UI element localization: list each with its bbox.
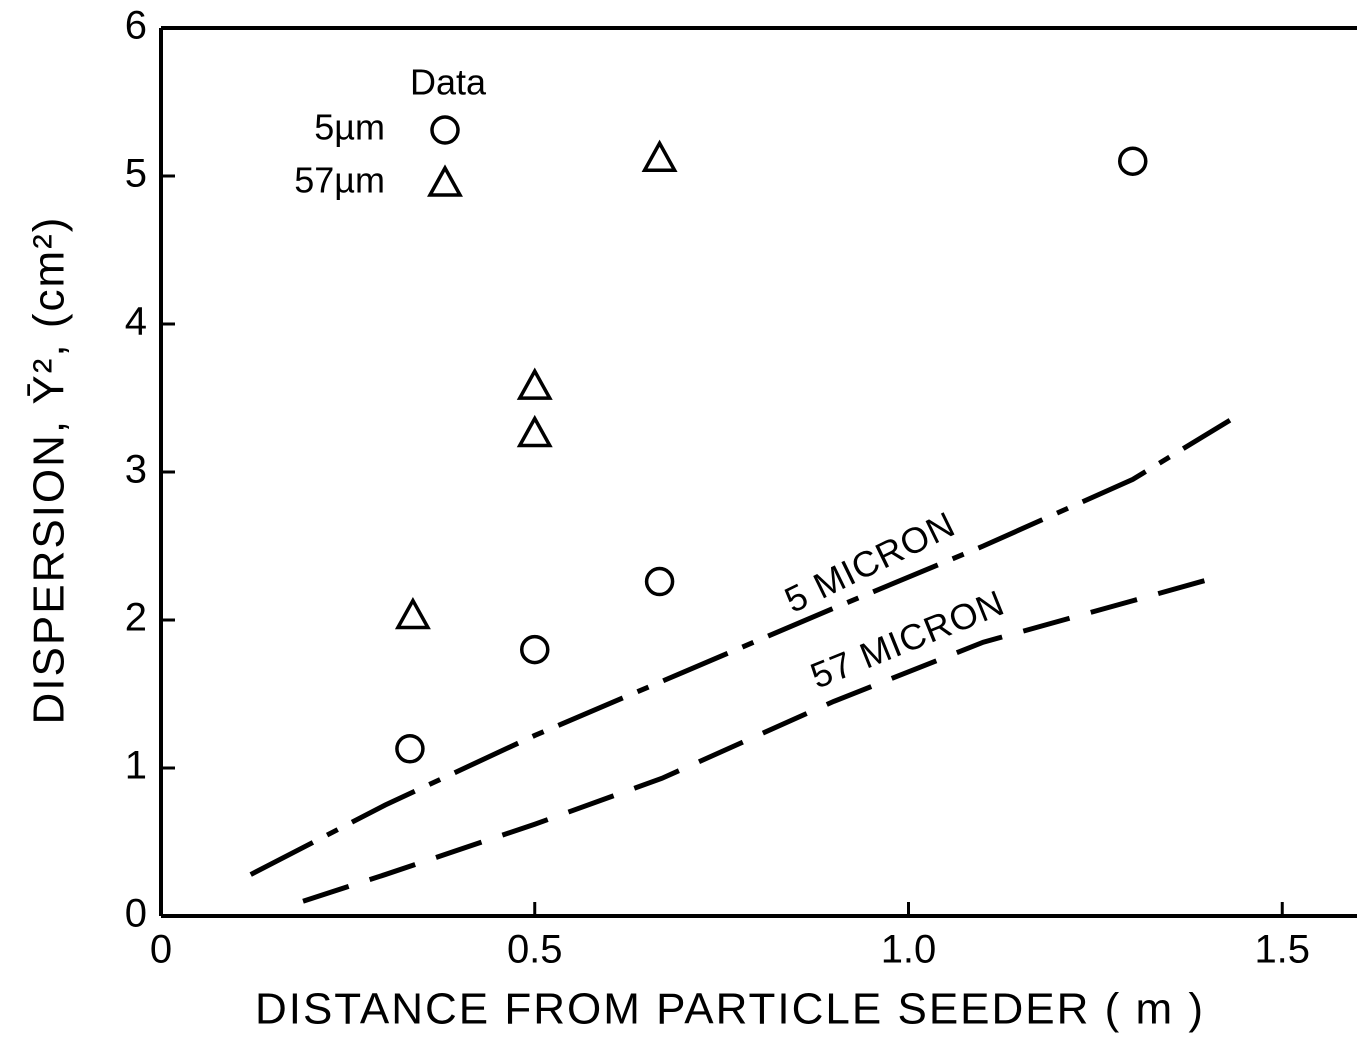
legend-title: Data xyxy=(410,62,487,103)
data-point xyxy=(1118,146,1148,176)
curve-label: 5 MICRON xyxy=(778,503,961,621)
legend-label: 5µm xyxy=(314,107,385,148)
y-tick-label: 5 xyxy=(125,152,147,196)
y-tick-label: 3 xyxy=(125,448,147,492)
curve xyxy=(302,573,1224,904)
data-point xyxy=(394,596,431,630)
y-tick-label: 4 xyxy=(125,300,147,344)
x-tick-label: 1.0 xyxy=(881,928,937,972)
y-axis-label: DISPERSION, Ȳ², (cm²) xyxy=(25,216,74,725)
y-tick-label: 6 xyxy=(125,4,147,48)
x-tick-label: 0.5 xyxy=(507,928,563,972)
y-tick-label: 0 xyxy=(125,892,147,936)
data-point xyxy=(644,566,675,597)
x-axis-label: DISTANCE FROM PARTICLE SEEDER ( m ) xyxy=(255,985,1205,1034)
y-tick-label: 2 xyxy=(125,596,147,640)
circle-marker xyxy=(430,115,460,145)
data-point xyxy=(516,367,553,400)
x-tick-label: 1.5 xyxy=(1254,928,1310,972)
legend-label: 57µm xyxy=(294,160,385,201)
triangle-marker xyxy=(427,164,463,197)
data-point xyxy=(516,414,553,448)
curve xyxy=(249,418,1232,877)
data-point xyxy=(641,139,678,172)
y-tick-label: 1 xyxy=(125,744,147,788)
data-point xyxy=(520,634,550,665)
x-tick-label: 0 xyxy=(150,928,172,972)
data-point xyxy=(395,734,425,764)
